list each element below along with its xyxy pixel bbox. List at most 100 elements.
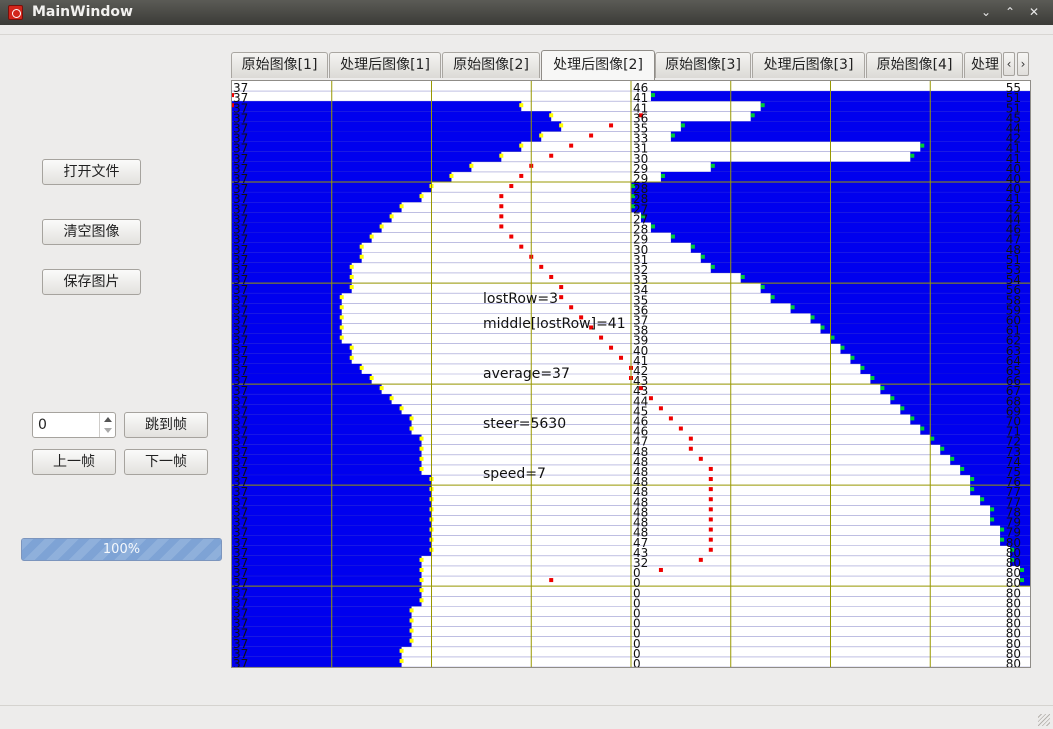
row-label-middle: 48 (633, 485, 648, 499)
left-edge-marker (349, 264, 354, 269)
left-edge-marker (519, 103, 524, 108)
frame-spinbox[interactable]: 0 (32, 412, 116, 438)
row-label-right: 80 (1006, 647, 1021, 661)
window-title: MainWindow (32, 4, 133, 20)
left-edge-marker (419, 194, 424, 199)
midline-marker (232, 93, 234, 98)
left-edge-marker (419, 578, 424, 583)
track-right-segment (710, 262, 1030, 273)
left-edge-marker (399, 406, 404, 411)
clear-image-button[interactable]: 清空图像 (42, 219, 141, 245)
row-label-left: 37 (233, 647, 248, 661)
left-edge-marker (379, 386, 384, 391)
midline-marker (499, 214, 504, 219)
tab-original-2[interactable]: 原始图像[2] (442, 52, 540, 78)
tab-original-3[interactable]: 原始图像[3] (655, 52, 751, 78)
left-edge-marker (369, 234, 374, 239)
row-label-left: 37 (233, 142, 248, 156)
right-edge-marker (700, 254, 705, 259)
right-edge-marker (650, 224, 655, 229)
open-file-button[interactable]: 打开文件 (42, 159, 141, 185)
row-label-left: 37 (233, 354, 248, 368)
row-label-right: 53 (1006, 263, 1021, 277)
left-edge-marker (339, 315, 344, 320)
track-right-segment (650, 222, 1030, 233)
right-edge-marker (640, 214, 645, 219)
row-label-left: 37 (233, 596, 248, 610)
status-bar (0, 705, 1053, 729)
track-right-segment (960, 464, 1030, 476)
progress-bar: 100% (21, 538, 222, 561)
minimize-button[interactable]: ⌄ (980, 5, 992, 19)
row-label-middle: 48 (633, 495, 648, 509)
midline-marker (499, 194, 504, 199)
tab-processed-2[interactable]: 处理后图像[2] (541, 50, 655, 80)
save-image-button[interactable]: 保存图片 (42, 269, 141, 295)
app-icon (8, 5, 23, 20)
row-label-middle: 34 (633, 283, 648, 297)
row-label-right: 40 (1006, 172, 1021, 186)
track-right-segment (870, 374, 1030, 385)
row-label-right: 79 (1006, 516, 1021, 530)
midline-marker (509, 184, 514, 189)
close-button[interactable]: ✕ (1028, 5, 1040, 19)
tab-original-4[interactable]: 原始图像[4] (866, 52, 963, 78)
processed-image-pane[interactable]: 37 46 55 37 41 51 37 41 51 37 36 45 37 35 44 37 33 42 37 31… (231, 80, 1031, 668)
row-label-left: 37 (233, 364, 248, 378)
size-grip-icon[interactable] (1038, 714, 1050, 726)
frame-spinbox-value[interactable]: 0 (38, 417, 47, 433)
tab-original-1[interactable]: 原始图像[1] (231, 52, 328, 78)
row-label-right: 76 (1006, 475, 1021, 489)
left-edge-marker (399, 648, 404, 653)
row-label-right: 60 (1006, 313, 1021, 327)
left-edge-marker (339, 305, 344, 310)
tab-processed-1[interactable]: 处理后图像[1] (329, 52, 441, 78)
row-label-right: 59 (1006, 303, 1021, 317)
row-label-left: 37 (233, 172, 248, 186)
row-label-right: 55 (1006, 81, 1021, 95)
row-label-left: 37 (233, 324, 248, 338)
spin-up-icon[interactable] (104, 417, 112, 422)
track-right-segment (910, 151, 1030, 162)
maximize-button[interactable]: ⌃ (1004, 5, 1016, 19)
row-label-middle: 48 (633, 465, 648, 479)
row-label-middle: 41 (633, 354, 648, 368)
row-label-left: 37 (233, 192, 248, 206)
tab-processed-3[interactable]: 处理后图像[3] (752, 52, 865, 78)
tab-scroll-left-icon[interactable]: ‹ (1003, 52, 1015, 76)
right-edge-marker (760, 103, 765, 108)
right-edge-marker (970, 487, 975, 492)
row-label-right: 58 (1006, 293, 1021, 307)
right-edge-marker (970, 477, 975, 482)
row-label-left: 37 (233, 526, 248, 540)
row-label-right: 80 (1006, 576, 1021, 590)
spinbox-arrows[interactable] (99, 413, 115, 437)
right-edge-marker (631, 184, 635, 189)
overlay-steer: steer=5630 (483, 416, 566, 432)
midline-marker (499, 204, 504, 209)
row-label-middle: 35 (633, 122, 648, 136)
row-label-middle: 0 (633, 576, 641, 590)
next-frame-button[interactable]: 下一帧 (124, 449, 208, 475)
spin-down-icon[interactable] (104, 428, 112, 433)
left-edge-marker (389, 214, 394, 219)
row-label-left: 37 (233, 404, 248, 418)
left-edge-marker (349, 345, 354, 350)
left-edge-marker (559, 123, 564, 128)
right-edge-marker (650, 93, 655, 98)
jump-frame-button[interactable]: 跳到帧 (124, 412, 208, 438)
tab-processed-4[interactable]: 处理 (964, 52, 1002, 78)
row-label-left: 37 (233, 303, 248, 317)
row-label-right: 44 (1006, 212, 1021, 226)
row-label-right: 79 (1006, 526, 1021, 540)
prev-frame-button[interactable]: 上一帧 (32, 449, 116, 475)
row-label-left: 37 (233, 344, 248, 358)
row-label-right: 80 (1006, 546, 1021, 560)
midline-marker (499, 224, 504, 229)
track-left-segment (232, 303, 342, 314)
row-label-middle: 0 (633, 637, 641, 651)
tab-scroll-right-icon[interactable]: › (1017, 52, 1029, 76)
row-label-middle: 32 (633, 556, 648, 570)
row-label-middle: 43 (633, 546, 648, 560)
